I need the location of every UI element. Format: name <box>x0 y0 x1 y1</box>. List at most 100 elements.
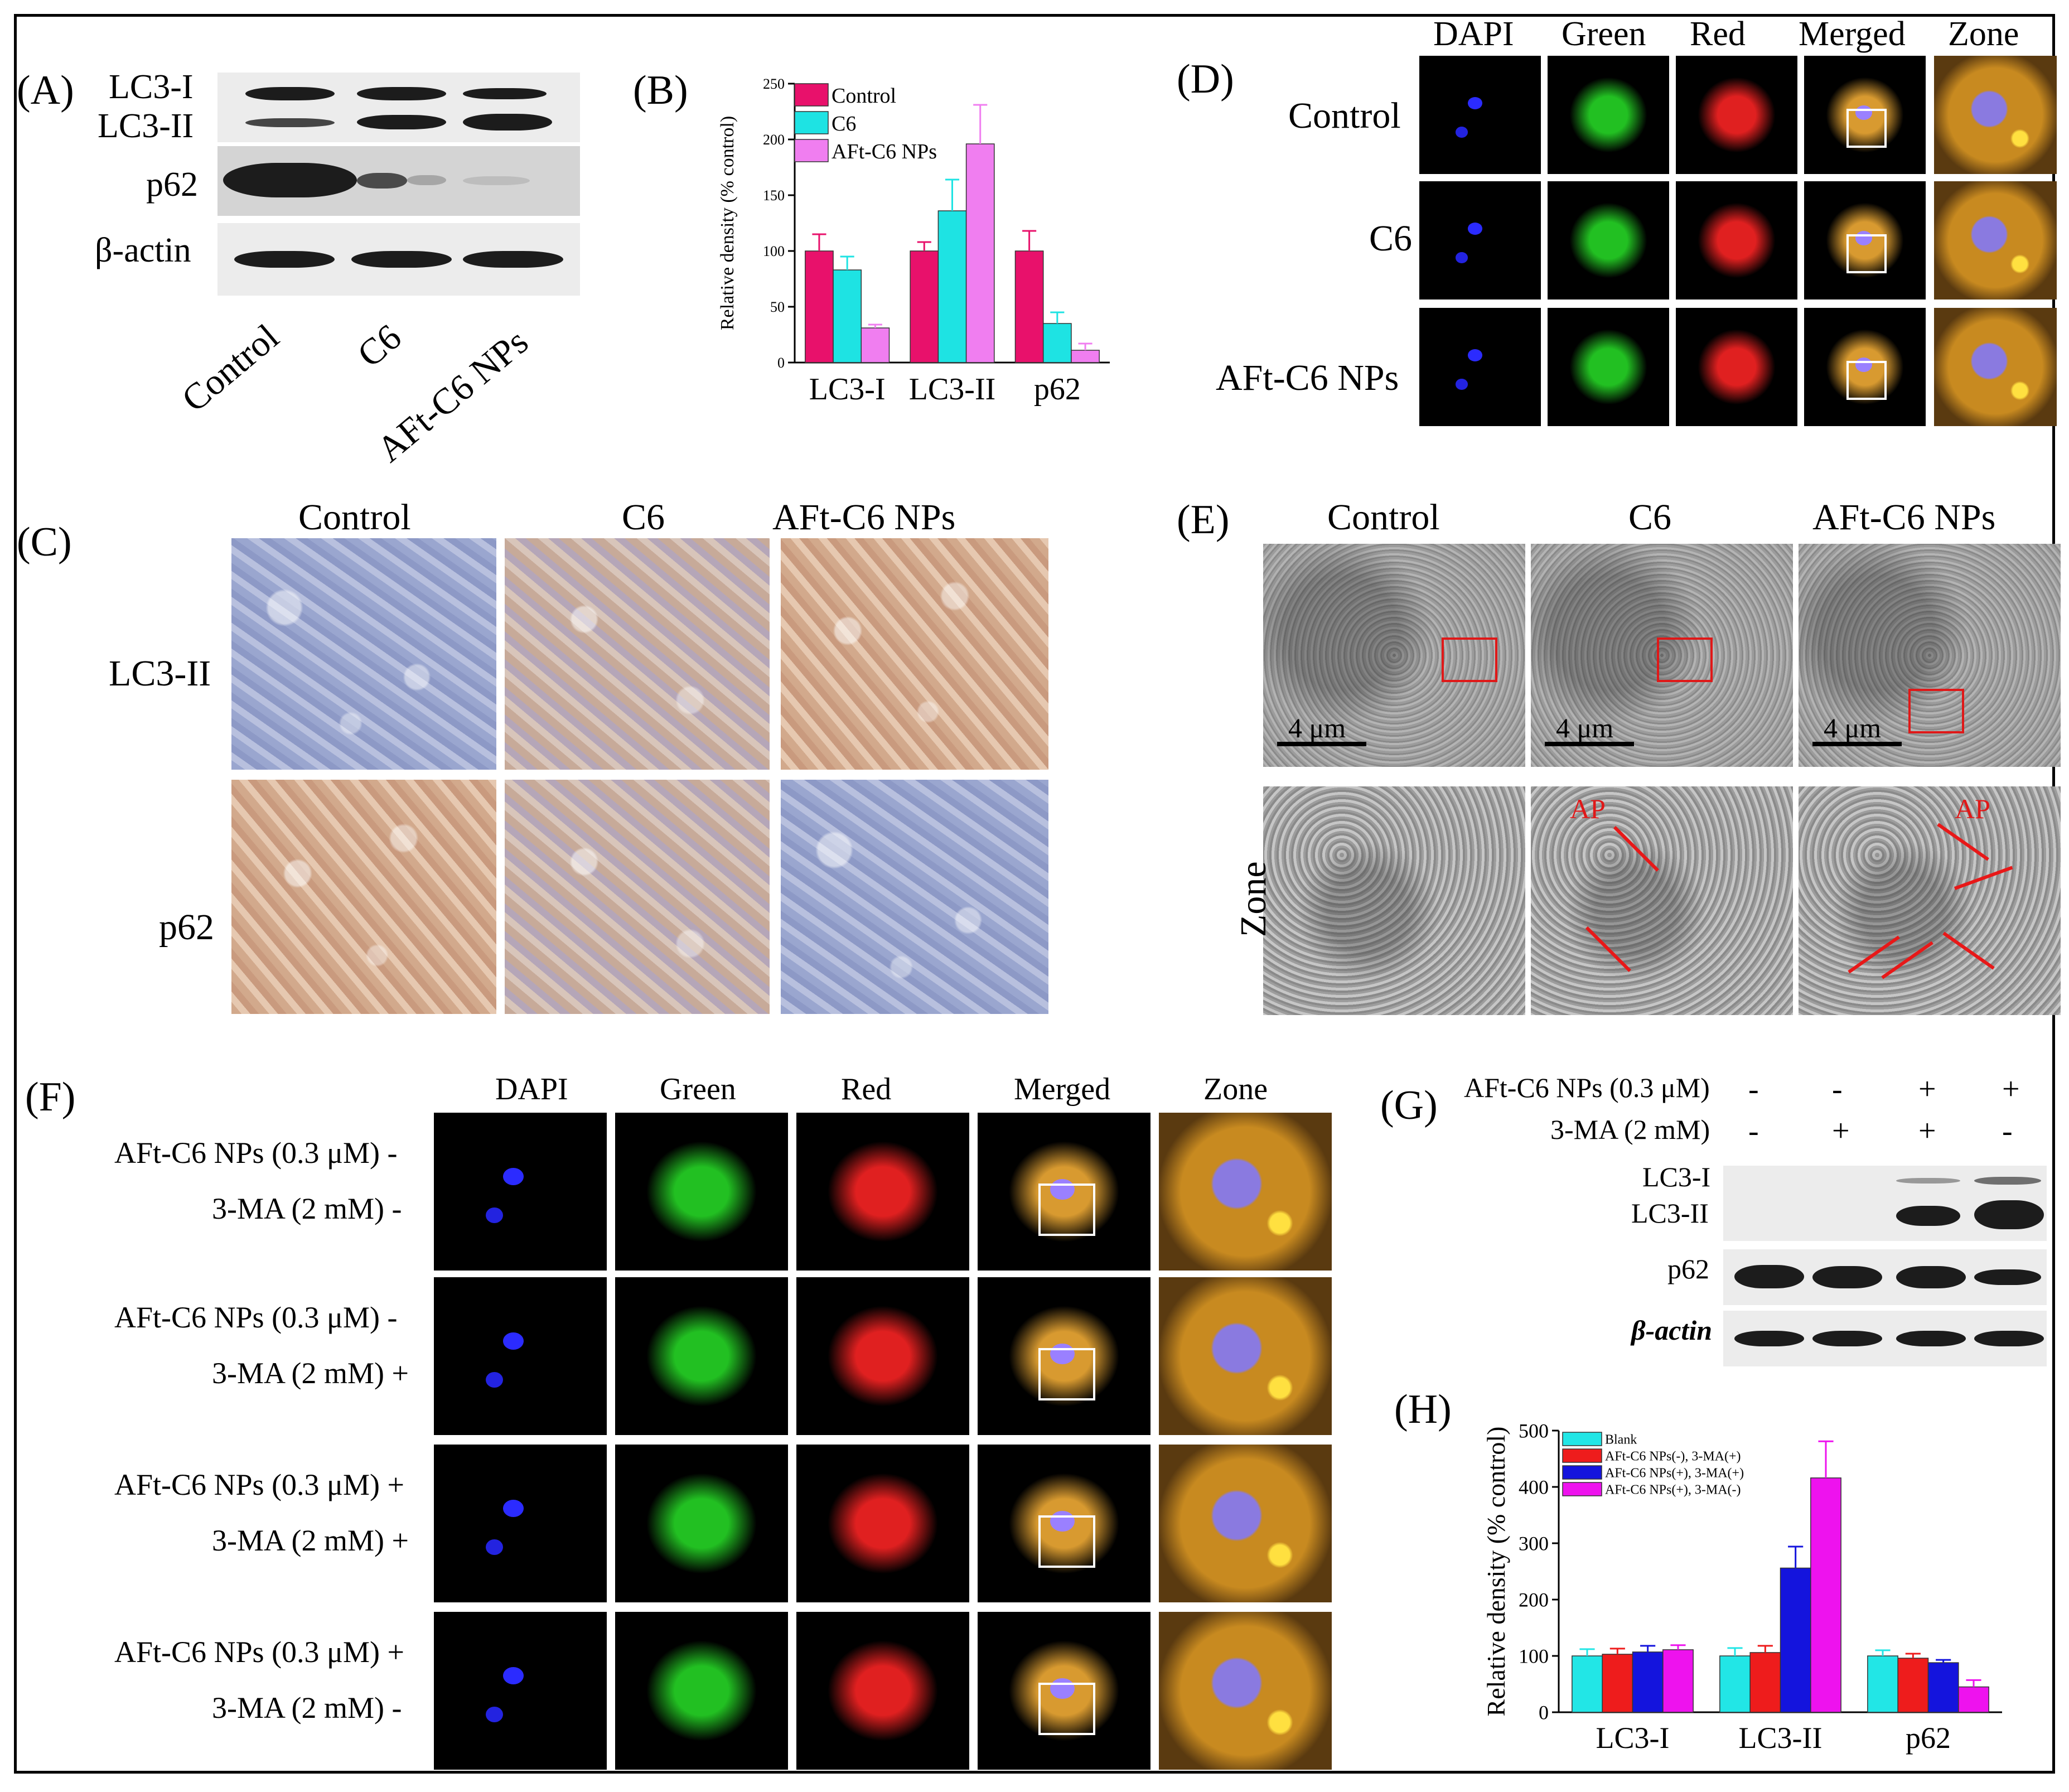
d-image-r1-c2 <box>1676 181 1797 300</box>
d-image-r0-c4 <box>1934 56 2057 174</box>
ihc-p62-aft <box>781 780 1048 1014</box>
blot-a-actin <box>217 223 580 296</box>
d-image-r1-c3 <box>1804 181 1926 300</box>
legend-swatch <box>1562 1448 1602 1463</box>
legend-label: AFt-C6 NPs(+), 3-MA(-) <box>1605 1482 1741 1497</box>
legend-swatch <box>794 139 829 162</box>
blot-g-actin <box>1723 1311 2047 1366</box>
f-image-r0-c1 <box>615 1113 788 1271</box>
c-row-lc3-ii: LC3-II <box>109 653 211 694</box>
category-label: p62 <box>1034 372 1081 407</box>
bar-p62-0 <box>1867 1655 1898 1713</box>
blot-a-label-lc3-i: LC3-I <box>109 68 194 106</box>
y-axis-title: Relative density (% control) <box>717 116 738 330</box>
f-row-line1-0: AFt-C6 NPs (0.3 μM) - <box>114 1136 398 1170</box>
f-image-r2-c1 <box>615 1445 788 1602</box>
tem-ap-label-1: AP <box>1570 793 1606 824</box>
f-row-line2-2: 3-MA (2 mM) + <box>212 1524 409 1557</box>
c-col-control: Control <box>298 497 411 538</box>
f-image-r0-c4 <box>1159 1113 1332 1271</box>
f-row-line2-3: 3-MA (2 mM) - <box>212 1691 402 1725</box>
g-sign-aft-3: + <box>2002 1072 2020 1107</box>
category-label: LC3-I <box>809 372 886 407</box>
ihc-p62-control <box>231 780 496 1014</box>
f-col-red: Red <box>841 1072 892 1107</box>
y-axis-title: Relative density (% control) <box>1482 1427 1510 1717</box>
f-col-green: Green <box>660 1072 736 1107</box>
tem-arrow-2-0 <box>1937 823 1989 861</box>
y-tick-label: 100 <box>763 243 785 259</box>
y-tick-label: 200 <box>763 132 785 148</box>
g-treatment-aft: AFt-C6 NPs (0.3 μM) <box>1464 1072 1710 1103</box>
category-label: LC3-I <box>1596 1721 1670 1755</box>
blot-g-lc3 <box>1723 1166 2047 1241</box>
panel-label-c: (C) <box>17 519 72 565</box>
bar-LC3-I-1 <box>833 269 862 363</box>
legend-swatch <box>1562 1432 1602 1446</box>
bar-p62-2 <box>1071 350 1100 363</box>
bar-LC3-II-0 <box>910 250 939 363</box>
d-image-r0-c1 <box>1548 56 1669 174</box>
g-label-actin: β-actin <box>1631 1315 1713 1346</box>
f-image-r0-c0 <box>434 1113 607 1271</box>
y-tick-label: 500 <box>1519 1420 1549 1442</box>
bar-p62-3 <box>1958 1686 1989 1713</box>
panel-label-b: (B) <box>633 67 688 113</box>
panel-label-a: (A) <box>17 67 74 113</box>
legend-label: Blank <box>1605 1432 1637 1447</box>
bar-LC3-II-3 <box>1810 1477 1841 1713</box>
f-row-line2-0: 3-MA (2 mM) - <box>212 1192 402 1225</box>
bar-LC3-II-2 <box>1780 1567 1811 1713</box>
chart-h: 0 100 200 300 400 500 Relative density (% cont… <box>1482 1420 2002 1755</box>
tem-arrow-2-1 <box>1954 866 2013 890</box>
tem-overview-0: 4 μm <box>1263 544 1525 767</box>
d-image-r0-c0 <box>1419 56 1541 174</box>
y-tick-label: 0 <box>777 355 785 371</box>
d-image-r1-c1 <box>1548 181 1669 300</box>
g-sign-aft-0: - <box>1748 1072 1759 1107</box>
tem-arrow-2-4 <box>1881 941 1933 979</box>
bar-LC3-I-1 <box>1602 1654 1633 1713</box>
f-row-line1-3: AFt-C6 NPs (0.3 μM) + <box>114 1635 404 1669</box>
tem-scale-label-1: 4 μm <box>1556 712 1614 743</box>
f-row-line1-2: AFt-C6 NPs (0.3 μM) + <box>114 1468 404 1501</box>
c-row-p62: p62 <box>159 907 214 948</box>
bar-LC3-II-0 <box>1719 1655 1751 1713</box>
bar-LC3-II-2 <box>965 143 995 363</box>
f-image-r1-c0 <box>434 1277 607 1435</box>
blot-g-p62 <box>1723 1249 2047 1305</box>
bar-p62-1 <box>1042 323 1072 363</box>
f-image-r2-c2 <box>796 1445 969 1602</box>
tem-arrow-1-0 <box>1613 825 1659 872</box>
bar-LC3-I-0 <box>805 250 834 363</box>
panel-label-g: (G) <box>1380 1083 1438 1128</box>
d-image-r2-c3 <box>1804 308 1926 426</box>
blot-a-p62 <box>217 146 580 216</box>
tem-overview-1: 4 μm <box>1531 544 1793 767</box>
y-tick-label: 150 <box>763 187 785 204</box>
d-row-1: C6 <box>1369 218 1413 259</box>
tem-zone-0 <box>1263 786 1525 1015</box>
blot-a-label-actin: β-actin <box>95 231 191 269</box>
legend-swatch <box>794 83 829 107</box>
legend-swatch <box>1562 1482 1602 1496</box>
d-image-r0-c2 <box>1676 56 1797 174</box>
blot-a-label-lc3-ii: LC3-II <box>98 107 194 145</box>
y-tick-label: 400 <box>1519 1476 1549 1499</box>
f-image-r3-c3 <box>978 1612 1150 1770</box>
f-image-r3-c1 <box>615 1612 788 1770</box>
ihc-lc3-c6 <box>505 538 770 770</box>
bar-LC3-I-2 <box>861 327 890 363</box>
bar-LC3-I-3 <box>1662 1649 1694 1713</box>
f-image-r2-c3 <box>978 1445 1150 1602</box>
bar-LC3-II-1 <box>1749 1652 1781 1713</box>
legend-swatch <box>794 111 829 134</box>
tem-zone-2: AP <box>1799 786 2061 1015</box>
f-col-zone: Zone <box>1203 1072 1268 1107</box>
bar-LC3-II-1 <box>937 210 967 363</box>
bar-p62-1 <box>1897 1658 1929 1713</box>
legend-label: AFt-C6 NPs(-), 3-MA(+) <box>1605 1449 1741 1463</box>
blot-a-label-p62: p62 <box>146 166 198 204</box>
d-image-r0-c3 <box>1804 56 1926 174</box>
g-label-lc3-ii: LC3-II <box>1631 1197 1709 1229</box>
